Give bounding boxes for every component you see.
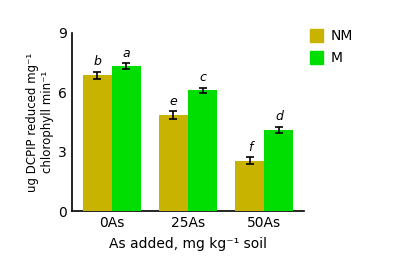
Bar: [159, 115, 188, 211]
X-axis label: As added, mg kg⁻¹ soil: As added, mg kg⁻¹ soil: [109, 237, 267, 251]
Text: d: d: [275, 110, 283, 123]
Bar: [112, 66, 141, 211]
Y-axis label: ug DCPIP reduced mg⁻¹
chlorophyll min⁻¹: ug DCPIP reduced mg⁻¹ chlorophyll min⁻¹: [26, 52, 54, 192]
Legend: NM, M: NM, M: [304, 24, 358, 71]
Bar: [235, 161, 264, 211]
Bar: [188, 90, 217, 211]
Text: e: e: [170, 95, 177, 108]
Text: a: a: [122, 47, 130, 60]
Bar: [82, 75, 112, 211]
Bar: [264, 130, 294, 211]
Text: b: b: [93, 55, 101, 68]
Text: c: c: [199, 71, 206, 84]
Text: f: f: [248, 141, 252, 154]
